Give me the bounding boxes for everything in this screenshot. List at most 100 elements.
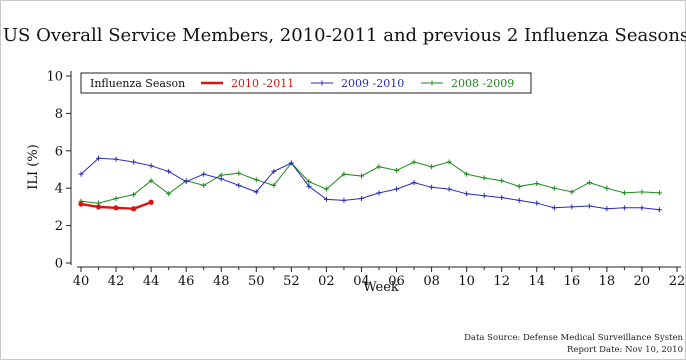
data-point xyxy=(656,190,662,196)
data-point xyxy=(481,193,487,199)
data-point xyxy=(218,176,224,182)
y-tick-label: 0 xyxy=(55,257,63,272)
data-point xyxy=(201,171,207,177)
x-tick-label: 12 xyxy=(493,274,510,289)
x-tick-label: 18 xyxy=(599,274,616,289)
data-point xyxy=(551,185,557,191)
data-point xyxy=(131,192,137,198)
data-point xyxy=(253,177,259,183)
data-point xyxy=(166,168,172,174)
series-line xyxy=(80,157,660,211)
x-tick-label: 06 xyxy=(388,274,405,289)
x-tick-label: 02 xyxy=(318,274,335,289)
x-tick-label: 44 xyxy=(143,274,160,289)
data-point xyxy=(166,191,172,197)
data-point xyxy=(236,170,242,176)
legend-title: Influenza Season xyxy=(90,77,185,90)
x-tick-label: 40 xyxy=(73,274,90,289)
x-tick-label: 16 xyxy=(564,274,581,289)
data-point xyxy=(148,178,154,184)
data-point xyxy=(586,203,592,209)
legend-label: 2010 -2011 xyxy=(231,77,294,90)
x-tick-label: 46 xyxy=(178,274,195,289)
data-point xyxy=(323,196,329,202)
legend-label: 2009 -2010 xyxy=(341,77,404,90)
data-point xyxy=(516,183,522,189)
data-point xyxy=(411,180,417,186)
data-point xyxy=(341,197,347,203)
report-date-note: Report Date: Nov 10, 2010 xyxy=(567,345,683,355)
series-2008-2009 xyxy=(78,159,662,206)
data-point xyxy=(306,179,312,185)
data-point xyxy=(586,180,592,186)
x-tick-label: 20 xyxy=(634,274,651,289)
data-point xyxy=(271,168,277,174)
data-point xyxy=(113,205,119,211)
data-point xyxy=(551,205,557,211)
data-point xyxy=(113,195,119,201)
data-point xyxy=(236,182,242,188)
data-point xyxy=(96,155,102,161)
data-point xyxy=(148,199,154,205)
data-point xyxy=(516,197,522,203)
y-tick-label: 2 xyxy=(55,219,63,234)
data-point xyxy=(358,173,364,179)
x-tick-label: 22 xyxy=(669,274,686,289)
series-2010-2011 xyxy=(78,199,154,212)
x-axis-title: Week xyxy=(363,280,399,295)
data-point xyxy=(604,185,610,191)
legend: Influenza Season 2010 -2011 2009 -2010 2008… xyxy=(80,72,532,94)
data-point xyxy=(464,191,470,197)
data-point xyxy=(569,189,575,195)
y-tick-label: 6 xyxy=(55,144,63,159)
data-point xyxy=(148,163,154,169)
data-point xyxy=(113,156,119,162)
data-point xyxy=(429,184,435,190)
legend-marker xyxy=(319,80,325,86)
data-point xyxy=(394,167,400,173)
data-point xyxy=(288,160,294,166)
data-point xyxy=(358,195,364,201)
y-tick-label: 10 xyxy=(46,70,63,85)
legend-marker xyxy=(429,80,435,86)
data-point xyxy=(446,159,452,165)
data-point xyxy=(639,189,645,195)
data-point xyxy=(639,205,645,211)
data-point xyxy=(376,164,382,170)
legend-box xyxy=(80,72,532,94)
chart-title: US Overall Service Members, 2010-2011 an… xyxy=(3,25,686,46)
data-point xyxy=(323,186,329,192)
x-tick-label: 52 xyxy=(283,274,300,289)
series-line xyxy=(80,161,660,204)
series-layer xyxy=(78,155,662,213)
data-point xyxy=(271,182,277,188)
y-tick-label: 4 xyxy=(55,182,63,197)
data-point xyxy=(95,204,102,210)
data-source-note: Data Source: Defense Medical Surveillanc… xyxy=(464,333,683,343)
data-point xyxy=(131,159,137,165)
series-2009-2010 xyxy=(78,155,662,213)
data-point xyxy=(499,178,505,184)
x-tick-label: 14 xyxy=(528,274,545,289)
data-point xyxy=(621,190,627,196)
x-tick-label: 08 xyxy=(423,274,440,289)
data-point xyxy=(534,181,540,187)
data-point xyxy=(201,182,207,188)
data-point xyxy=(464,171,470,177)
data-point xyxy=(656,207,662,213)
data-point xyxy=(376,190,382,196)
data-point xyxy=(534,200,540,206)
x-tick-label: 10 xyxy=(458,274,475,289)
data-point xyxy=(341,171,347,177)
x-tick-label: 48 xyxy=(213,274,230,289)
data-point xyxy=(569,204,575,210)
data-point xyxy=(130,206,137,212)
data-point xyxy=(253,189,259,195)
x-tick-label: 04 xyxy=(353,274,370,289)
data-point xyxy=(429,164,435,170)
legend-label: 2008 -2009 xyxy=(451,77,514,90)
y-axis-title: ILI (%) xyxy=(26,144,41,190)
